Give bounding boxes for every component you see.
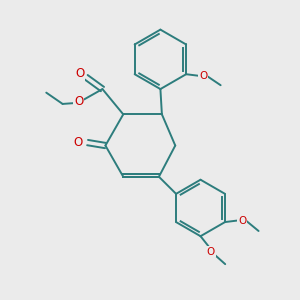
Text: O: O	[199, 71, 208, 81]
Text: O: O	[75, 67, 84, 80]
Text: O: O	[238, 216, 246, 226]
Text: O: O	[74, 95, 83, 108]
Text: O: O	[207, 247, 215, 257]
Text: O: O	[73, 136, 83, 149]
